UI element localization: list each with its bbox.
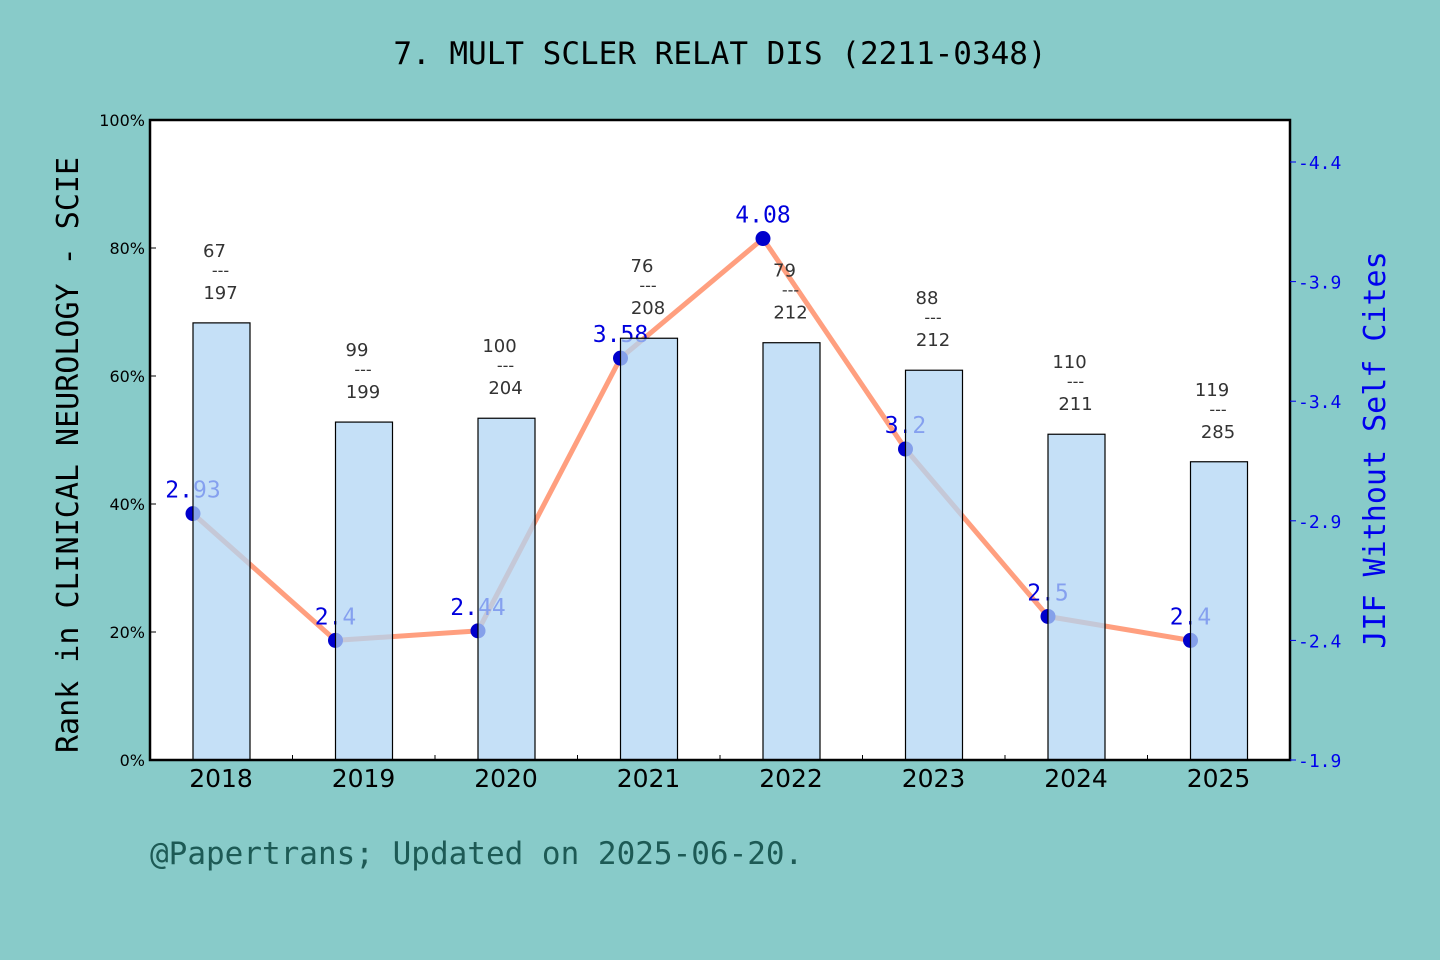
- rank-divider: ---: [1067, 372, 1084, 391]
- total-label: 197: [203, 283, 237, 304]
- y-tick-label: 100%: [99, 111, 145, 130]
- y2-tick-label: -4.4: [1298, 153, 1341, 174]
- x-tick-label: 2023: [902, 764, 966, 793]
- footer-credit: @Papertrans; Updated on 2025-06-20.: [150, 836, 804, 872]
- y2-tick-label: -2.4: [1298, 631, 1341, 652]
- rank-bar: [1189, 461, 1249, 761]
- rank-label: 88: [916, 288, 939, 309]
- plot-area: [150, 120, 1290, 760]
- rank-label: 79: [773, 261, 796, 282]
- total-label: 208: [631, 298, 665, 319]
- y-tick-label: 80%: [109, 239, 145, 258]
- rank-label: 99: [346, 340, 369, 361]
- x-tick-label: 2018: [189, 764, 253, 793]
- rank-divider: ---: [782, 281, 799, 300]
- y2-tick-label: -3.9: [1298, 273, 1341, 294]
- rank-bar: [334, 421, 394, 761]
- y-tick-label: 20%: [109, 623, 145, 642]
- rank-divider: ---: [1209, 400, 1226, 419]
- rank-label: 119: [1195, 380, 1229, 401]
- total-label: 211: [1058, 394, 1092, 415]
- rank-divider: ---: [212, 261, 229, 280]
- x-tick-label: 2020: [474, 764, 538, 793]
- x-tick-label: 2021: [617, 764, 681, 793]
- rank-bar: [904, 369, 964, 761]
- rank-label: 100: [482, 336, 516, 357]
- rank-bar: [192, 322, 251, 761]
- x-tick-label: 2025: [1187, 764, 1251, 793]
- x-tick-label: 2022: [759, 764, 823, 793]
- rank-label: 76: [631, 256, 654, 277]
- y-tick-label: 0%: [120, 751, 145, 770]
- y2-axis-label: JIF Without Self Cites: [1358, 251, 1393, 648]
- y2-tick-label: -2.9: [1298, 512, 1341, 533]
- rank-bar: [1047, 433, 1106, 761]
- y2-tick-label: -1.9: [1298, 751, 1341, 772]
- total-label: 204: [488, 378, 522, 399]
- total-label: 212: [773, 303, 807, 324]
- rank-divider: ---: [924, 308, 941, 327]
- rank-divider: ---: [354, 360, 371, 379]
- y2-tick-label: -3.4: [1298, 392, 1341, 413]
- x-tick-label: 2024: [1044, 764, 1108, 793]
- total-label: 285: [1201, 422, 1235, 443]
- x-tick-label: 2019: [332, 764, 396, 793]
- rank-bar: [619, 337, 679, 761]
- y-tick-label: 60%: [109, 367, 145, 386]
- rank-label: 67: [203, 241, 226, 262]
- rank-label: 110: [1052, 352, 1086, 373]
- jif-label: 4.08: [735, 203, 790, 229]
- total-label: 212: [916, 330, 950, 351]
- jif-line-segment: [760, 237, 908, 451]
- chart-title: 7. MULT SCLER RELAT DIS (2211-0348): [393, 36, 1047, 72]
- y-axis-label: Rank in CLINICAL NEUROLOGY - SCIE: [51, 157, 86, 753]
- y-tick-label: 40%: [109, 495, 145, 514]
- rank-bar: [762, 342, 821, 761]
- rank-bar: [477, 417, 536, 761]
- rank-divider: ---: [497, 356, 514, 375]
- jif-point: [755, 231, 771, 247]
- rank-divider: ---: [639, 276, 656, 295]
- total-label: 199: [346, 382, 380, 403]
